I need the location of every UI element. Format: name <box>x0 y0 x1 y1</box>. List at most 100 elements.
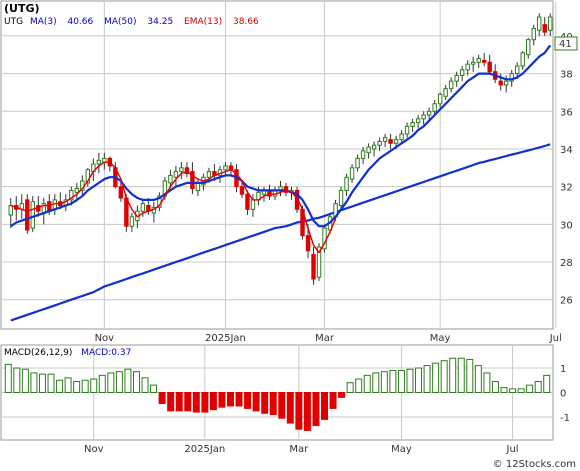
candle-body <box>531 27 536 41</box>
macd-y-tick: 0 <box>560 389 566 400</box>
candle-body <box>454 74 459 82</box>
candle-body <box>393 139 399 144</box>
candle-body <box>382 137 388 142</box>
macd-bar <box>372 372 380 393</box>
ma3-line <box>10 161 337 254</box>
macd-bar <box>397 369 405 394</box>
macd-bar <box>192 392 200 413</box>
candle-body <box>448 80 454 90</box>
candle-body <box>498 80 503 86</box>
candle-body <box>8 205 13 216</box>
price-legend: UTG MA(3) 40.66 MA(50) 34.25 EMA(13) 38.… <box>4 17 259 27</box>
price-y-tick: 26 <box>560 296 573 307</box>
macd-legend-value: 0.37 <box>111 348 131 358</box>
macd-bar <box>269 392 277 416</box>
chart-title: (UTG) <box>4 2 40 15</box>
candle-body <box>526 39 531 56</box>
candle-body <box>465 63 470 71</box>
candle-body <box>509 73 514 82</box>
macd-bar <box>21 368 29 393</box>
ma3-polyline <box>10 161 337 254</box>
candle-body <box>371 144 377 150</box>
macd-bar <box>312 392 320 427</box>
candle-body <box>344 176 349 191</box>
macd-bar <box>295 392 303 430</box>
macd-bar <box>81 379 89 393</box>
price-x-tick: 2025Jan <box>205 333 246 344</box>
macd-bar <box>235 392 243 407</box>
macd-bar <box>56 379 64 393</box>
legend-ma3-value: 40.66 <box>67 17 93 27</box>
macd-bar <box>184 392 192 412</box>
candle-body <box>338 189 344 207</box>
candle-body <box>542 24 547 33</box>
price-y-tick: 38 <box>560 70 573 81</box>
candle-body <box>366 146 371 154</box>
macd-bar <box>90 378 98 393</box>
macd-bar <box>218 392 226 408</box>
candle-body <box>476 58 481 63</box>
macd-y-tick: -1 <box>560 413 570 424</box>
price-x-tick: Nov <box>95 333 115 344</box>
macd-x-tick: Nov <box>84 444 104 455</box>
candle-body <box>179 167 184 173</box>
macd-bar <box>474 365 482 394</box>
candle-body <box>410 122 415 127</box>
candle-body <box>437 93 443 105</box>
macd-bar <box>534 380 542 394</box>
candle-body <box>515 65 520 75</box>
macd-bar <box>73 380 81 394</box>
macd-x-ticks: Nov2025JanMarMayJulSep <box>84 444 519 455</box>
candle-body <box>355 157 360 169</box>
legend-ma50-value: 34.25 <box>147 17 173 27</box>
candle-body <box>190 171 195 190</box>
candle-body <box>415 118 421 124</box>
macd-bar <box>483 372 491 393</box>
macd-legend-value-label: MACD: <box>81 348 111 358</box>
candle-body <box>96 159 102 165</box>
candle-body <box>399 133 404 141</box>
macd-bar <box>278 392 286 419</box>
macd-bar <box>440 360 448 393</box>
candle-body <box>459 69 465 76</box>
legend-ticker: UTG <box>4 17 23 27</box>
candle-body <box>69 189 74 201</box>
candle-body <box>239 186 245 195</box>
candle-body <box>470 61 476 65</box>
candle-body <box>421 114 426 120</box>
legend-ma3-label: MA(3) <box>30 17 57 27</box>
macd-bar <box>30 372 38 393</box>
candle-body <box>360 150 366 159</box>
macd-bar <box>346 382 354 394</box>
price-grid <box>2 2 557 328</box>
macd-x-tick: Jul <box>506 444 519 455</box>
candle-body <box>504 80 509 86</box>
candle-body <box>206 171 212 178</box>
candle-body <box>250 199 256 210</box>
macd-bar <box>466 358 474 394</box>
macd-bar <box>509 388 517 394</box>
candle-body <box>173 171 179 178</box>
macd-bar <box>415 367 423 393</box>
macd-bar <box>321 392 328 420</box>
candle-body <box>25 199 30 231</box>
price-y-tick: 34 <box>560 145 573 156</box>
price-x-tick: May <box>430 333 451 344</box>
macd-bar <box>209 392 217 411</box>
macd-bar <box>303 392 311 431</box>
candle-body <box>432 103 437 112</box>
macd-x-tick: Mar <box>289 444 309 455</box>
macd-bars <box>4 357 551 431</box>
macd-bar <box>47 373 55 394</box>
candle-body <box>548 16 553 31</box>
macd-bar <box>252 392 260 412</box>
candle-body <box>481 59 487 63</box>
candle-body <box>195 182 201 191</box>
macd-bar <box>132 371 140 393</box>
candle-body <box>311 254 316 280</box>
macd-bar <box>406 368 414 393</box>
candle-body <box>305 235 311 252</box>
macd-bar <box>355 378 363 393</box>
macd-bar <box>64 377 72 394</box>
last-price-tag <box>554 36 578 51</box>
